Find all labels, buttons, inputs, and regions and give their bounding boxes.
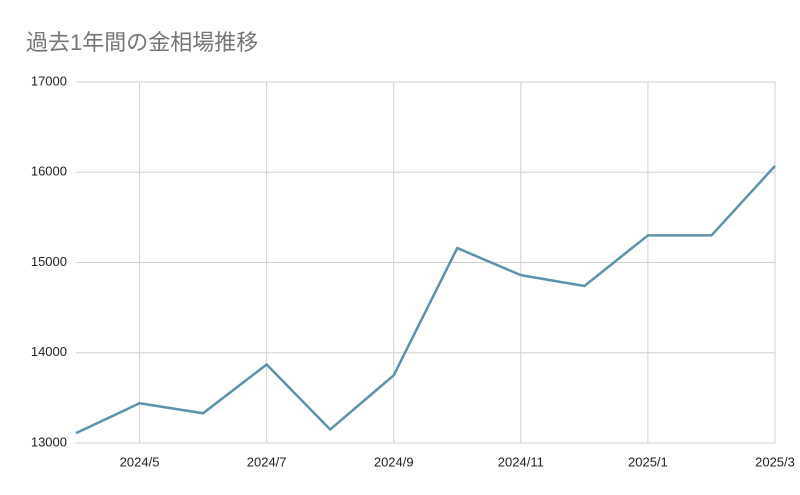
x-tick-label: 2024/9 <box>374 454 414 469</box>
x-tick-label: 2024/5 <box>120 454 160 469</box>
y-tick-label: 14000 <box>31 344 67 359</box>
y-tick-label: 17000 <box>31 73 67 88</box>
y-tick-label: 15000 <box>31 254 67 269</box>
x-tick-label: 2025/3 <box>755 454 795 469</box>
x-tick-label: 2025/1 <box>628 454 668 469</box>
line <box>75 165 776 435</box>
y-tick-label: 13000 <box>31 434 67 449</box>
x-tick-label: 2024/11 <box>498 454 544 469</box>
y-tick-label: 16000 <box>31 164 67 179</box>
x-tick-label: 2024/7 <box>247 454 287 469</box>
chart-title: 過去1年間の金相場推移 <box>26 30 258 55</box>
